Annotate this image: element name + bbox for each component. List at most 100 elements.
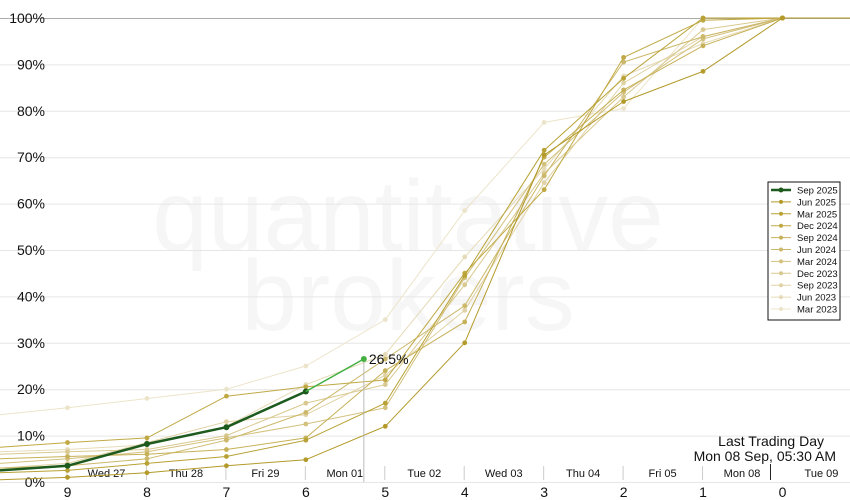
legend-item: Dec 2024: [771, 221, 838, 232]
data-point: [224, 419, 229, 425]
y-tick-label: 60%: [17, 196, 45, 212]
data-point: [303, 410, 309, 415]
data-point: [382, 352, 388, 357]
legend-swatch-marker: [779, 295, 783, 300]
data-point: [541, 147, 547, 153]
y-axis-ticks: 0% 10% 20% 30% 40% 50% 60% 70% 80% 90% 100%: [9, 10, 45, 490]
data-point: [462, 282, 468, 288]
data-point: [462, 319, 468, 325]
x-tick-label: 0: [779, 484, 787, 500]
x-tick-label: 7: [223, 484, 231, 500]
legend-item: Sep 2023: [771, 281, 838, 292]
data-point: [462, 340, 468, 346]
legend-label: Mar 2025: [797, 209, 837, 220]
legend-swatch-marker: [779, 223, 783, 228]
legend-swatch-marker: [779, 283, 783, 288]
data-point: [621, 55, 626, 60]
data-point: [65, 454, 70, 459]
legend-swatch-marker: [779, 307, 783, 311]
data-point: [223, 424, 230, 431]
series-line: [0, 17, 850, 481]
legend-label: Dec 2023: [797, 269, 838, 280]
data-point: [382, 317, 388, 322]
data-point: [224, 454, 229, 459]
legend-item: Jun 2024: [771, 245, 836, 256]
data-point: [462, 254, 468, 260]
series-line: [0, 390, 307, 472]
data-point: [303, 437, 309, 443]
day-label: Fri 29: [251, 468, 279, 480]
data-point: [700, 27, 706, 32]
data-point: [224, 447, 229, 452]
series-jun-2025: [0, 15, 850, 481]
legend-item: Mar 2025: [771, 209, 837, 220]
current-marker: 26.5%: [360, 351, 409, 482]
legend-item: Dec 2023: [771, 269, 838, 280]
series-line: [0, 17, 850, 469]
x-tick-label: 4: [461, 484, 469, 500]
y-tick-label: 40%: [17, 288, 45, 304]
legend-label: Jun 2023: [797, 293, 836, 304]
day-label: Tue 09: [805, 468, 839, 480]
data-point: [382, 382, 388, 387]
data-point: [224, 463, 229, 469]
day-label: Mon 08: [724, 468, 761, 480]
legend-swatch-marker: [779, 211, 783, 216]
legend-label: Jun 2024: [797, 245, 836, 256]
data-point: [700, 43, 706, 49]
legend-label: Mar 2024: [797, 257, 837, 268]
legend-item: Jun 2023: [771, 293, 836, 304]
data-point: [144, 461, 150, 466]
series-line: [0, 17, 850, 448]
annotation-datetime: Mon 08 Sep, 05:30 AM: [694, 448, 836, 464]
data-point: [700, 68, 706, 74]
legend-swatch-marker: [778, 187, 784, 193]
data-point: [303, 400, 309, 406]
data-point: [65, 468, 70, 473]
series-sep-2025: [0, 358, 365, 472]
x-tick-label: 9: [64, 484, 72, 500]
data-point: [621, 94, 626, 100]
x-tick-label: 3: [540, 484, 548, 500]
x-tick-label: 6: [302, 484, 310, 500]
legend-swatch-marker: [779, 259, 783, 264]
legend-item: Jun 2025: [771, 197, 836, 208]
data-point: [224, 437, 229, 443]
data-point: [462, 303, 468, 309]
watermark: quantitative brokers: [152, 160, 663, 352]
data-point: [65, 449, 70, 455]
data-point: [382, 356, 388, 362]
data-point: [303, 384, 309, 390]
day-label: Mon 01: [326, 468, 363, 480]
legend-swatch-marker: [779, 271, 783, 276]
data-point: [462, 273, 468, 278]
day-label: Tue 02: [407, 468, 441, 480]
data-point: [382, 377, 388, 383]
legend-label: Sep 2024: [797, 233, 838, 244]
data-point: [541, 187, 547, 193]
day-label: Wed 03: [485, 468, 523, 480]
legend-item: Mar 2024: [771, 257, 837, 268]
data-point: [224, 393, 229, 399]
data-point: [541, 166, 547, 172]
day-label: Thu 28: [169, 468, 203, 480]
data-point: [621, 106, 626, 111]
data-point: [462, 208, 468, 213]
y-tick-label: 0%: [25, 474, 45, 490]
watermark-line-2: brokers: [241, 240, 574, 352]
series-line: [0, 17, 850, 464]
data-point: [382, 368, 388, 374]
y-tick-label: 80%: [17, 103, 45, 119]
current-value-label: 26.5%: [369, 351, 409, 367]
legend-label: Dec 2024: [797, 221, 838, 232]
legend-swatch-marker: [779, 199, 783, 204]
data-point: [144, 470, 150, 476]
data-point: [621, 59, 626, 65]
x-tick-label: 5: [381, 484, 389, 500]
day-labels: Wed 27 Thu 28 Fri 29 Mon 01 Tue 02 Wed 03 Thu …: [66, 466, 839, 480]
data-point: [64, 462, 71, 469]
data-point: [143, 440, 150, 447]
day-label: Fri 05: [649, 468, 677, 480]
legend-label: Sep 2023: [797, 281, 838, 292]
data-point: [541, 120, 547, 125]
